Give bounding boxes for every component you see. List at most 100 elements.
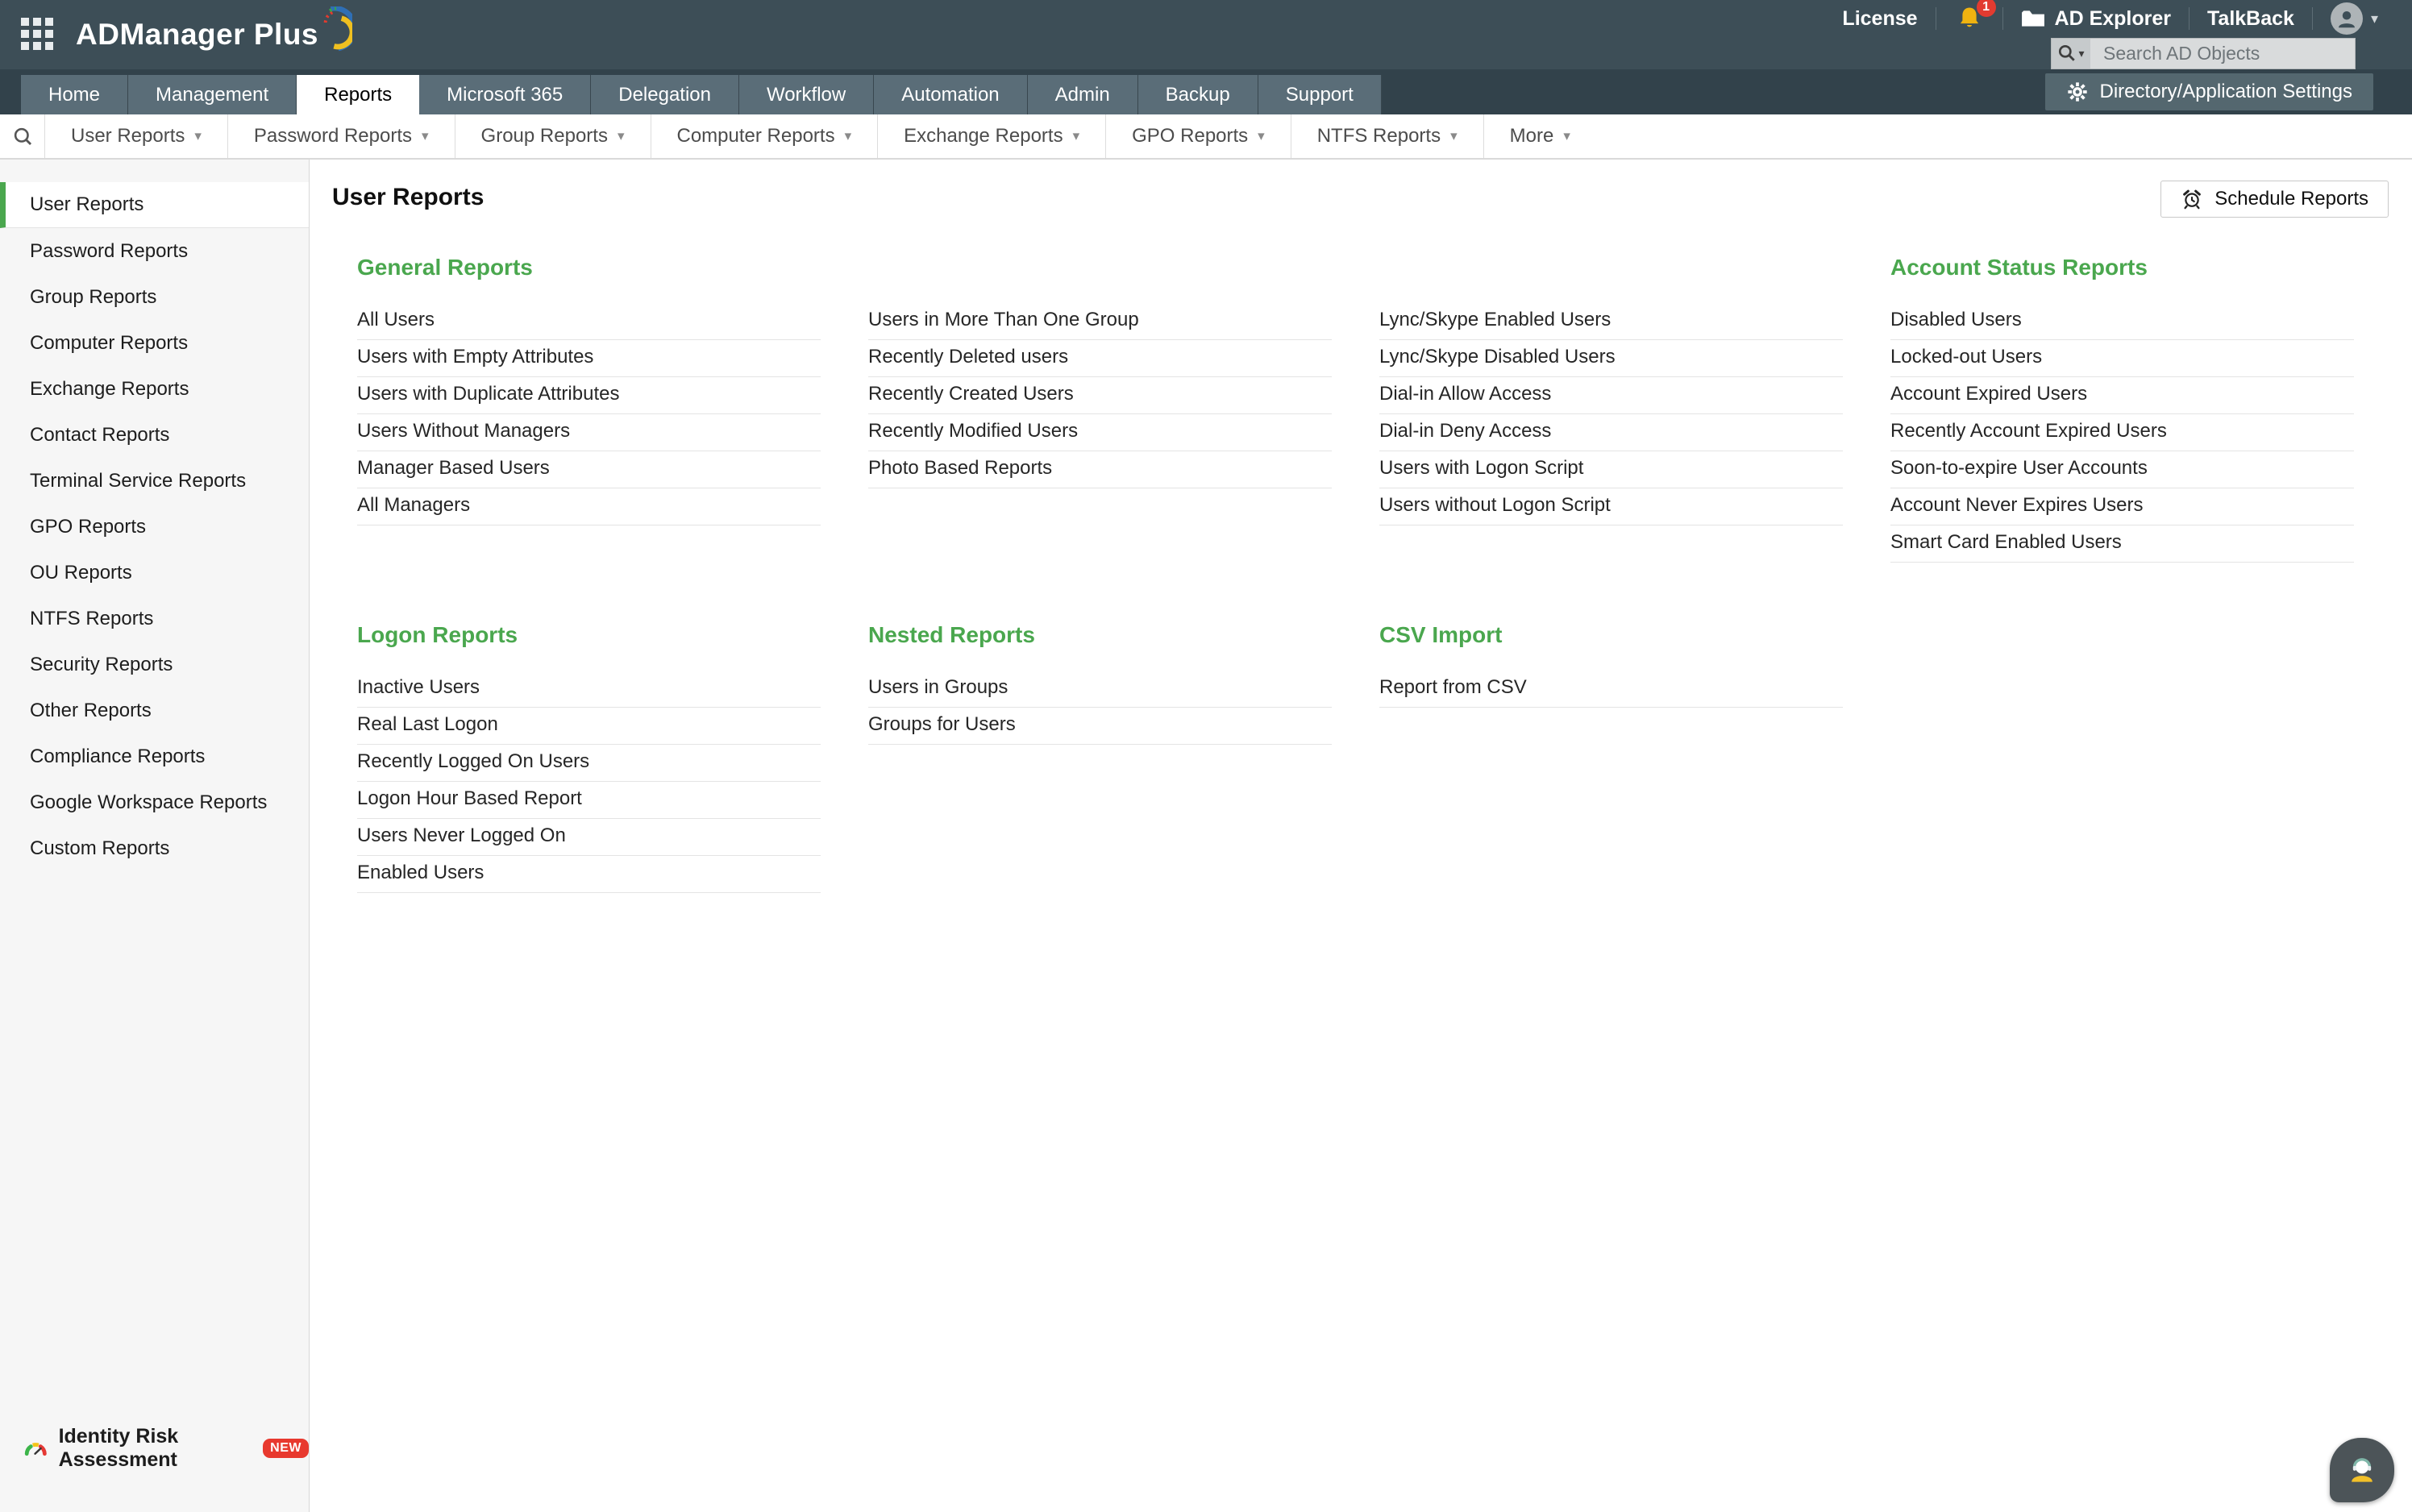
report-link[interactable]: Users with Duplicate Attributes (357, 377, 821, 414)
report-link[interactable]: Logon Hour Based Report (357, 782, 821, 819)
sidebar-item[interactable]: NTFS Reports (30, 607, 154, 629)
sidebar-item[interactable]: GPO Reports (30, 515, 147, 538)
search-input[interactable] (2090, 38, 2355, 69)
chevron-down-icon: ▾ (1072, 128, 1080, 143)
sidebar-item[interactable]: Group Reports (30, 285, 157, 308)
sidebar-item[interactable]: Security Reports (30, 653, 173, 675)
subnav-dropdown[interactable]: Password Reports ▾ (227, 114, 455, 158)
nav-tab[interactable]: Microsoft 365 (419, 75, 592, 114)
report-link[interactable]: Users without Logon Script (1379, 488, 1843, 525)
subnav-dropdown[interactable]: More ▾ (1483, 114, 1596, 158)
subnav-dropdown-label: Exchange Reports (904, 125, 1063, 147)
sidebar-item[interactable]: Compliance Reports (30, 745, 206, 767)
report-link[interactable]: Inactive Users (357, 671, 821, 708)
report-link[interactable]: Report from CSV (1379, 671, 1843, 708)
report-link[interactable]: Users with Logon Script (1379, 451, 1843, 488)
report-link[interactable]: Manager Based Users (357, 451, 821, 488)
report-link[interactable]: Soon-to-expire User Accounts (1890, 451, 2354, 488)
sidebar-item[interactable]: Terminal Service Reports (30, 469, 247, 492)
search-scope-dropdown[interactable]: ▾ (2052, 38, 2090, 69)
nav-tab[interactable]: Backup (1137, 75, 1258, 114)
subnav-dropdown[interactable]: Exchange Reports ▾ (877, 114, 1105, 158)
subnav-dropdown[interactable]: User Reports ▾ (45, 114, 227, 158)
report-link[interactable]: Real Last Logon (357, 708, 821, 745)
nav-tab[interactable]: Management (128, 75, 297, 114)
report-link[interactable]: Recently Created Users (868, 377, 1332, 414)
directory-settings-button[interactable]: Directory/Application Settings (2044, 73, 2373, 110)
report-link[interactable]: All Users (357, 303, 821, 340)
report-link[interactable]: Recently Account Expired Users (1890, 414, 2354, 451)
subnav-search-button[interactable] (0, 114, 45, 158)
nav-tab[interactable]: Admin (1027, 75, 1138, 114)
report-link[interactable]: Smart Card Enabled Users (1890, 525, 2354, 563)
section-title: Logon Reports (357, 622, 518, 647)
chevron-down-icon: ▾ (194, 128, 202, 143)
schedule-reports-button[interactable]: Schedule Reports (2160, 181, 2389, 218)
reports-subnav: User Reports ▾ Password Reports ▾ Group … (0, 114, 2412, 160)
sidebar-item[interactable]: Google Workspace Reports (30, 791, 268, 813)
nav-tab[interactable]: Home (21, 75, 129, 114)
report-link[interactable]: All Managers (357, 488, 821, 525)
main-nav-tabs: Home Management Reports Microsoft 365 Delega… (0, 69, 1382, 114)
section-logon-reports: Logon Reports Inactive Users Real Last Lo… (357, 622, 821, 893)
talkback-link[interactable]: TalkBack (2207, 6, 2294, 30)
report-link[interactable]: Users Without Managers (357, 414, 821, 451)
report-link[interactable]: Users with Empty Attributes (357, 340, 821, 377)
divider (2311, 7, 2313, 31)
report-link[interactable]: Locked-out Users (1890, 340, 2354, 377)
nested-reports-list: Users in Groups Groups for Users (868, 671, 1332, 745)
header-left: ADManager Plus (0, 0, 353, 69)
support-chat-button[interactable] (2330, 1438, 2394, 1502)
report-link[interactable]: Users in Groups (868, 671, 1332, 708)
sidebar-item[interactable]: User Reports (0, 182, 309, 228)
license-link[interactable]: License (1842, 6, 1918, 30)
report-link[interactable]: Recently Deleted users (868, 340, 1332, 377)
report-link[interactable]: Groups for Users (868, 708, 1332, 745)
subnav-dropdown[interactable]: NTFS Reports ▾ (1290, 114, 1483, 158)
report-link[interactable]: Account Never Expires Users (1890, 488, 2354, 525)
report-link[interactable]: Account Expired Users (1890, 377, 2354, 414)
nav-tab[interactable]: Delegation (591, 75, 739, 114)
report-link[interactable]: Dial-in Deny Access (1379, 414, 1843, 451)
subnav-dropdown[interactable]: GPO Reports ▾ (1105, 114, 1291, 158)
report-sections: General Reports All Users Users with Empt… (357, 255, 2389, 893)
report-link[interactable]: Recently Modified Users (868, 414, 1332, 451)
ad-explorer-label: AD Explorer (2054, 6, 2172, 30)
divider (2189, 7, 2190, 31)
report-link[interactable]: Photo Based Reports (868, 451, 1332, 488)
general-reports-col2: Users in More Than One Group Recently Del… (868, 303, 1332, 525)
report-link[interactable]: Enabled Users (357, 856, 821, 893)
ad-explorer-link[interactable]: AD Explorer (2003, 7, 2189, 31)
nav-tab[interactable]: Reports (297, 75, 420, 114)
sidebar-item[interactable]: Computer Reports (30, 331, 189, 354)
main-nav: Home Management Reports Microsoft 365 Delega… (0, 69, 2412, 114)
subnav-dropdown[interactable]: Computer Reports ▾ (650, 114, 878, 158)
report-link[interactable]: Recently Logged On Users (357, 745, 821, 782)
subnav-dropdown-label: Computer Reports (676, 125, 835, 147)
nav-tab[interactable]: Automation (874, 75, 1028, 114)
report-link[interactable]: Users in More Than One Group (868, 303, 1332, 340)
subnav-dropdown[interactable]: Group Reports ▾ (454, 114, 651, 158)
user-menu[interactable]: ▾ (2313, 2, 2389, 35)
sidebar-item[interactable]: OU Reports (30, 561, 132, 584)
avatar (2330, 2, 2363, 35)
app-logo: ADManager Plus (76, 6, 353, 52)
identity-risk-assessment-link[interactable]: Identity Risk Assessment NEW (24, 1425, 309, 1472)
nav-tab[interactable]: Support (1258, 75, 1382, 114)
alarm-clock-icon (2183, 189, 2202, 210)
notifications-button[interactable]: 1 (1936, 0, 2002, 31)
report-link[interactable]: Dial-in Allow Access (1379, 377, 1843, 414)
report-link[interactable]: Lync/Skype Enabled Users (1379, 303, 1843, 340)
report-link[interactable]: Disabled Users (1890, 303, 2354, 340)
apps-grid-icon[interactable] (21, 18, 55, 52)
sidebar-item[interactable]: Exchange Reports (30, 377, 189, 400)
section-title: Account Status Reports (1890, 255, 2148, 280)
report-link[interactable]: Lync/Skype Disabled Users (1379, 340, 1843, 377)
report-link[interactable]: Users Never Logged On (357, 819, 821, 856)
section-title: Nested Reports (868, 622, 1035, 647)
sidebar-item[interactable]: Other Reports (30, 699, 152, 721)
sidebar-item[interactable]: Custom Reports (30, 837, 170, 859)
sidebar-item[interactable]: Contact Reports (30, 423, 170, 446)
sidebar-item[interactable]: Password Reports (30, 239, 189, 262)
nav-tab[interactable]: Workflow (738, 75, 875, 114)
